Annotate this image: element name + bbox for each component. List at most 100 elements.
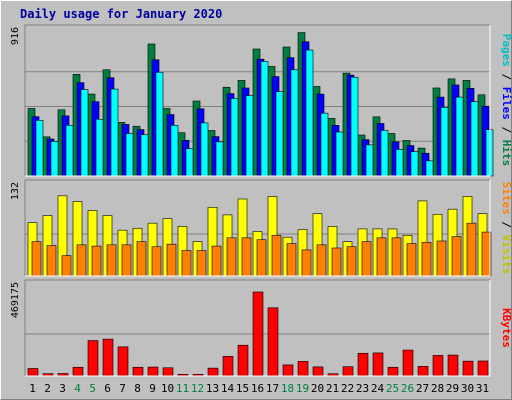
- legend-item-visits: Visits: [500, 235, 512, 275]
- panel-border-shadow: [24, 279, 490, 376]
- bar-kbytes: [267, 307, 279, 377]
- x-tick-label: 20: [311, 382, 324, 395]
- bar-sites: [331, 247, 342, 277]
- bar-pages: [350, 76, 359, 177]
- bar-pages: [95, 118, 104, 177]
- bar-kbytes: [312, 366, 324, 377]
- x-tick-label: 15: [236, 382, 249, 395]
- panel-kbytes: 469175: [10, 279, 491, 377]
- bar-pages: [335, 131, 344, 177]
- bar-sites: [466, 222, 477, 277]
- bar-kbytes: [72, 366, 84, 377]
- bar-sites: [316, 244, 327, 277]
- bar-sites: [196, 250, 207, 277]
- bar-sites: [61, 255, 72, 277]
- bar-sites: [361, 241, 372, 277]
- bar-pages: [230, 98, 239, 177]
- right-legend: Pages / Files / Hits Sites / Visits KBytes: [500, 34, 512, 348]
- bar-pages: [455, 96, 464, 177]
- bar-kbytes: [297, 361, 309, 377]
- bar-sites: [271, 234, 282, 277]
- bar-pages: [80, 89, 89, 177]
- x-tick-label: 1: [29, 382, 36, 395]
- bar-sites: [76, 244, 87, 277]
- bar-kbytes: [222, 356, 234, 377]
- bar-pages: [365, 144, 374, 177]
- bar-kbytes: [342, 366, 354, 377]
- bar-kbytes: [27, 368, 39, 377]
- bar-pages: [110, 88, 119, 177]
- legend-hits: Pages / Files / Hits: [500, 34, 512, 167]
- panel-border-highlight: [25, 280, 491, 377]
- bar-kbytes: [207, 367, 219, 377]
- series-sites: [31, 222, 492, 277]
- bar-pages: [290, 69, 299, 177]
- x-tick-label: 29: [446, 382, 459, 395]
- bar-pages: [395, 149, 404, 177]
- bar-pages: [35, 120, 44, 177]
- bar-sites: [436, 240, 447, 277]
- bar-sites: [211, 245, 222, 277]
- bar-kbytes: [462, 360, 474, 377]
- bar-sites: [106, 244, 117, 277]
- legend-visits: Sites / Visits: [500, 182, 512, 275]
- chart-panels: 916 132 469175: [10, 24, 494, 377]
- bar-sites: [256, 239, 267, 277]
- x-tick-label: 31: [476, 382, 489, 395]
- bar-pages: [440, 107, 449, 177]
- x-tick-label: 16: [251, 382, 264, 395]
- bar-pages: [125, 133, 134, 177]
- bar-kbytes: [162, 367, 174, 377]
- bar-pages: [50, 141, 59, 177]
- legend-kbytes: KBytes: [500, 308, 512, 348]
- legend-separator: /: [500, 120, 512, 140]
- bar-pages: [305, 49, 314, 177]
- x-tick-label: 4: [74, 382, 81, 395]
- bar-kbytes: [87, 340, 99, 377]
- y-max-label-hits: 916: [10, 27, 21, 45]
- bar-sites: [46, 245, 57, 277]
- x-tick-label: 17: [266, 382, 279, 395]
- bar-sites: [391, 237, 402, 277]
- bar-pages: [140, 134, 149, 177]
- x-tick-label: 28: [431, 382, 444, 395]
- x-tick-label: 23: [356, 382, 369, 395]
- bar-sites: [376, 237, 387, 277]
- legend-separator: /: [500, 67, 512, 87]
- bar-kbytes: [237, 344, 249, 377]
- bar-kbytes: [117, 346, 129, 377]
- panel-border-shadow: [24, 24, 490, 176]
- bar-kbytes: [372, 352, 384, 377]
- x-tick-label: 3: [59, 382, 66, 395]
- bar-sites: [346, 246, 357, 277]
- bar-kbytes: [357, 352, 369, 377]
- bar-pages: [245, 95, 254, 177]
- x-tick-label: 21: [326, 382, 339, 395]
- bar-kbytes: [252, 291, 264, 377]
- x-tick-label: 27: [416, 382, 429, 395]
- bar-pages: [260, 61, 269, 177]
- x-tick-label: 14: [221, 382, 235, 395]
- bar-sites: [151, 246, 162, 277]
- bar-sites: [241, 237, 252, 277]
- bar-pages: [410, 151, 419, 177]
- bar-pages: [320, 112, 329, 177]
- bar-kbytes: [402, 349, 414, 377]
- bar-kbytes: [417, 366, 429, 377]
- y-max-label-kbytes: 469175: [10, 282, 21, 318]
- bar-sites: [136, 241, 147, 277]
- x-tick-label: 18: [281, 382, 294, 395]
- x-tick-label: 7: [119, 382, 126, 395]
- bar-sites: [286, 243, 297, 277]
- bar-sites: [166, 243, 177, 277]
- legend-item-sites: Sites: [500, 182, 512, 215]
- legend-item-pages: Pages: [500, 34, 512, 67]
- x-tick-label: 11: [176, 382, 189, 395]
- legend-item-kbytes: KBytes: [500, 308, 512, 348]
- bar-kbytes: [147, 366, 159, 377]
- x-tick-label: 5: [89, 382, 96, 395]
- bar-kbytes: [282, 364, 294, 377]
- x-tick-label: 30: [461, 382, 474, 395]
